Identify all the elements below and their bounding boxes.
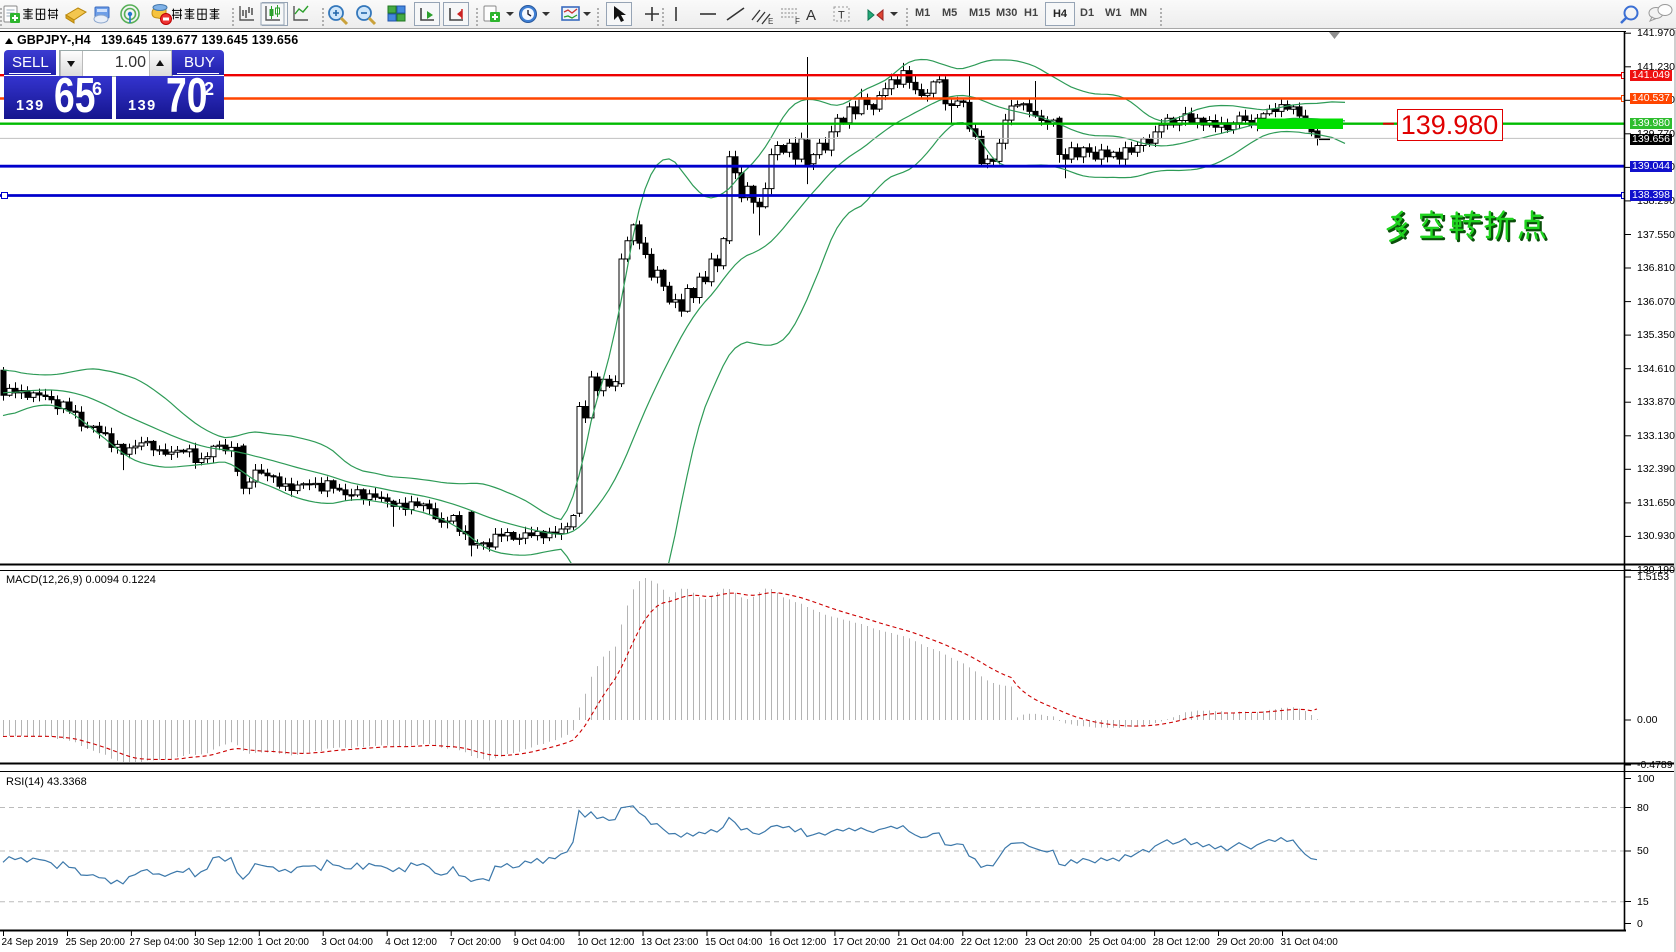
svg-text:T: T: [838, 10, 845, 22]
svg-text:A: A: [806, 7, 816, 24]
svg-text:F: F: [795, 17, 800, 26]
svg-text:E: E: [768, 17, 773, 26]
